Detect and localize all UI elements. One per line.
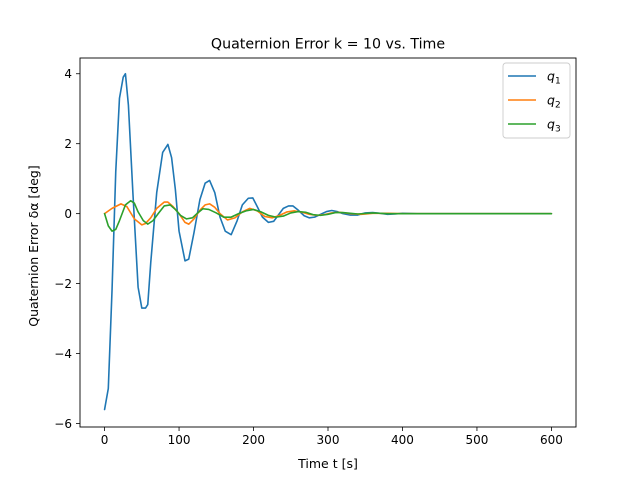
x-tick-label: 0 (101, 433, 109, 447)
x-tick-label: 500 (465, 433, 488, 447)
x-tick-label: 200 (242, 433, 265, 447)
y-tick-label: 2 (64, 137, 72, 151)
legend-label-subscript: 3 (555, 125, 561, 135)
y-axis-label: Quaternion Error δα [deg] (26, 165, 41, 327)
legend-label-base: q (547, 69, 555, 84)
legend-label-base: q (547, 93, 555, 108)
legend-label-subscript: 2 (555, 101, 561, 111)
series-line-q3 (103, 199, 553, 232)
legend-label-q3: q3 (547, 117, 561, 135)
x-axis-label: Time t [s] (297, 456, 358, 471)
y-tick-label: −4 (54, 347, 72, 361)
legend-label-q1: q1 (547, 69, 561, 87)
y-axis-ticks: −6 −4 −2 0 2 4 (54, 67, 80, 431)
x-tick-label: 300 (317, 433, 340, 447)
legend-box (502, 62, 571, 139)
x-tick-label: 100 (168, 433, 191, 447)
legend-label-subscript: 1 (555, 77, 561, 87)
x-axis-ticks: 0 100 200 300 400 500 600 (101, 427, 563, 447)
x-tick-label: 600 (540, 433, 563, 447)
chart-title: Quaternion Error k = 10 vs. Time (211, 37, 445, 53)
y-tick-label: 4 (64, 67, 72, 81)
legend-label-q2: q2 (547, 93, 561, 111)
plot-frame (79, 57, 577, 428)
y-tick-label: −6 (54, 417, 72, 431)
x-tick-label: 400 (391, 433, 414, 447)
series-lines (103, 72, 553, 411)
legend-label-base: q (547, 117, 555, 132)
y-tick-label: −2 (54, 277, 72, 291)
y-tick-label: 0 (64, 207, 72, 221)
